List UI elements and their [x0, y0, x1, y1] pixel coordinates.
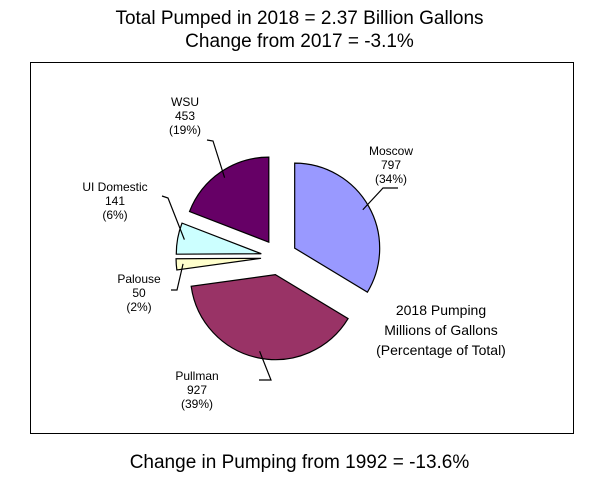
leader-line-palouse — [171, 263, 184, 291]
pie-slice-wsu — [188, 156, 270, 244]
slice-label-wsu-value: 453 — [175, 109, 195, 123]
slice-label-pullman-name: Pullman — [175, 369, 218, 383]
slice-label-pullman-value: 927 — [187, 383, 207, 397]
chart-title-line1: Total Pumped in 2018 = 2.37 Billion Gall… — [115, 8, 484, 29]
leader-line-moscow — [362, 187, 398, 211]
slice-label-wsu-percent: (19%) — [169, 123, 201, 137]
annotation-line-1: 2018 Pumping — [396, 302, 486, 318]
slice-label-pullman-percent: (39%) — [181, 397, 213, 411]
slice-label-ui-domestic-value: 141 — [105, 194, 125, 208]
chart-title-line2: Change from 2017 = -3.1% — [185, 31, 414, 52]
leader-line-wsu — [206, 139, 226, 178]
slice-label-palouse-name: Palouse — [117, 272, 161, 286]
slice-label-wsu-name: WSU — [171, 95, 199, 109]
pie-slice-palouse — [175, 257, 262, 271]
leader-line-ui-domestic — [161, 195, 185, 240]
footer-note: Change in Pumping from 1992 = -13.6% — [129, 452, 470, 473]
annotation-line-2: Millions of Gallons — [384, 322, 498, 338]
annotation-line-3: (Percentage of Total) — [376, 342, 506, 358]
leader-line-pullman — [259, 351, 272, 381]
slice-label-moscow-name: Moscow — [369, 144, 413, 158]
slice-label-palouse-value: 50 — [132, 286, 146, 300]
chart-frame: Moscow 797 (34%) Pullman 927 (39%) Palouse 50 (2… — [30, 62, 574, 434]
slice-label-palouse-percent: (2%) — [126, 300, 151, 314]
slice-label-moscow-value: 797 — [381, 158, 401, 172]
pie-slice-ui-domestic — [175, 222, 262, 255]
pie-slice-moscow — [294, 162, 381, 293]
slice-label-ui-domestic-percent: (6%) — [102, 208, 127, 222]
pie-slice-pullman — [190, 274, 349, 361]
slice-label-ui-domestic-name: UI Domestic — [82, 180, 147, 194]
slice-label-moscow-percent: (34%) — [375, 172, 407, 186]
